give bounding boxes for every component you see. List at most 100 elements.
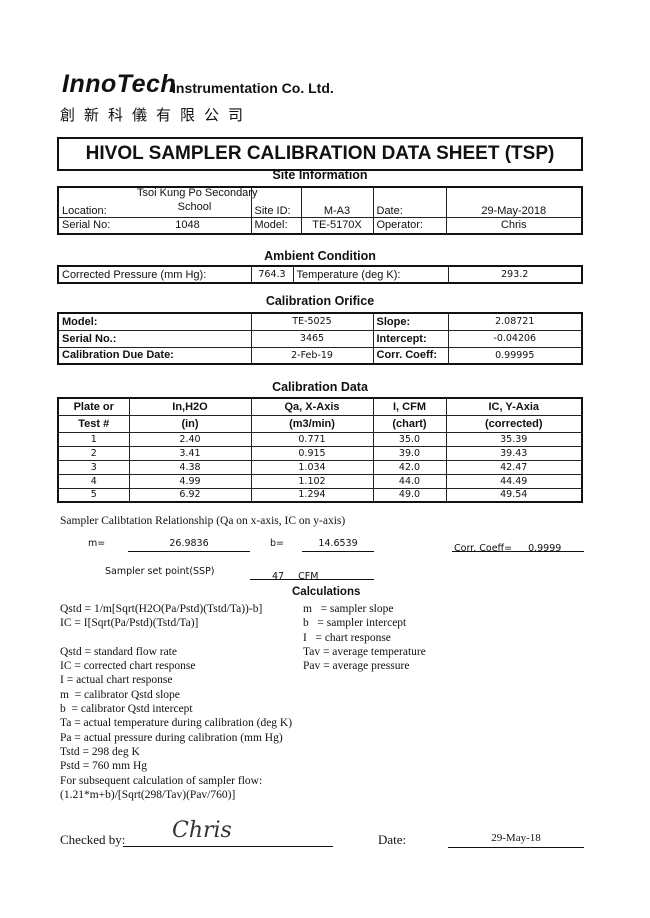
intercept-label: Intercept: (372, 329, 449, 348)
calculation-line: b = sampler intercept (303, 617, 407, 630)
calculations-left: Qstd = 1/m[Sqrt(H2O(Pa/Pstd)(Tstd/Ta))-b… (60, 602, 292, 802)
column-header: In,H2O (128, 397, 252, 416)
orifice-serial-value: 3465 (250, 329, 374, 348)
calculation-line: Ta = actual temperature during calibrati… (60, 717, 293, 730)
calculation-line (60, 631, 292, 645)
ambient-heading: Ambient Condition (264, 249, 376, 263)
orifice-heading: Calibration Orifice (265, 294, 375, 308)
calculation-line: I = chart response (303, 631, 391, 644)
table-cell: 44.49 (445, 473, 583, 489)
calculation-line: IC = corrected chart response (60, 660, 196, 673)
table-cell: 49.54 (445, 487, 583, 503)
calculation-line: IC = I[Sqrt(Pa/Pstd)(Tstd/Ta)] (60, 617, 199, 630)
table-cell: 44.0 (372, 473, 447, 489)
calculation-line: Tstd = 298 deg K (60, 745, 140, 758)
table-cell: 35.39 (445, 431, 583, 447)
serial-value: 1048 (175, 219, 200, 232)
table-cell: 39.43 (445, 445, 583, 461)
column-header: (chart) (372, 414, 447, 433)
corr-coeff-field: Corr. Coeff= 0.9999 (452, 538, 584, 554)
table-cell: 4 (57, 473, 130, 489)
table-cell: 42.47 (445, 459, 583, 475)
date-label: Date: (372, 186, 447, 218)
table-cell: 42.0 (372, 459, 447, 475)
temperature-value: 293.2 (447, 265, 583, 284)
slope-value: 2.08721 (447, 312, 583, 331)
temperature-label: Temperature (deg K): (292, 265, 449, 284)
company-name: Instrumentation Co. Ltd. (172, 80, 334, 96)
column-header: (m3/min) (250, 414, 374, 433)
serial-label: Serial No: (62, 219, 111, 232)
calculation-line: b = calibrator Qstd intercept (60, 703, 193, 716)
column-header: (in) (128, 414, 252, 433)
table-cell: 0.915 (250, 445, 374, 461)
relationship-title: Sampler Calibtation Relationship (Qa on … (60, 515, 346, 527)
table-cell: 2.40 (128, 431, 252, 447)
calculation-line: Qstd = 1/m[Sqrt(H2O(Pa/Pstd)(Tstd/Ta))-b… (60, 603, 263, 615)
column-header: (corrected) (445, 414, 583, 433)
table-cell: 2 (57, 445, 130, 461)
table-row: 1 2.40 0.771 35.0 35.39 (57, 431, 583, 447)
signature: Chris (172, 818, 232, 843)
orifice-model-value: TE-5025 (250, 312, 374, 331)
corr-coeff-label: Corr. Coeff= (454, 543, 513, 554)
column-header: Test # (57, 414, 130, 433)
calculation-line: I = actual chart response (60, 674, 173, 687)
calculation-line: Pa = actual pressure during calibration … (60, 731, 283, 744)
calculation-line: Pav = average pressure (303, 660, 410, 673)
calculation-line: (1.21*m+b)/[Sqrt(298/Tav)(Pav/760)] (60, 788, 236, 801)
site-id-value: M-A3 (300, 186, 374, 218)
column-header: Plate or (57, 397, 130, 416)
model-label: Model: (250, 216, 302, 235)
footer-date-value: 29-May-18 (448, 832, 584, 848)
table-row: 4 4.99 1.102 44.0 44.49 (57, 473, 583, 489)
calculations-heading: Calculations (292, 586, 361, 598)
table-cell: 1.102 (250, 473, 374, 489)
operator-label: Operator: (372, 216, 447, 235)
ssp-label: Sampler set point(SSP) (105, 566, 215, 577)
site-table: Location: Tsoi Kung Po Secondary School Si… (57, 186, 583, 235)
table-row: 3 4.38 1.034 42.0 42.47 (57, 459, 583, 475)
calculation-line: m = calibrator Qstd slope (60, 688, 180, 701)
calculation-line: m = sampler slope (303, 603, 394, 615)
company-name-chinese: 創新科儀有限公司 (60, 106, 253, 124)
model-value: TE-5170X (300, 216, 374, 235)
calculations-right: m = sampler slope b = sampler intercept I … (303, 602, 426, 673)
column-header: I, CFM (372, 397, 447, 416)
m-label: m= (88, 538, 106, 549)
b-label: b= (270, 538, 284, 549)
calibration-table: Plate or In,H2O Qa, X-Axis I, CFM IC, Y-Axia… (57, 397, 583, 503)
location-value: Tsoi Kung Po Secondary School (137, 186, 257, 214)
orifice-serial-label: Serial No.: (57, 329, 252, 348)
header-row: Plate or In,H2O Qa, X-Axis I, CFM IC, Y-Axia (57, 397, 583, 416)
table-cell: 39.0 (372, 445, 447, 461)
site-heading: Site Information (272, 168, 368, 182)
slope-label: Slope: (372, 312, 449, 331)
table-cell: 4.99 (128, 473, 252, 489)
table-cell: 6.92 (128, 487, 252, 503)
table-cell: 49.0 (372, 487, 447, 503)
table-row: 5 6.92 1.294 49.0 49.54 (57, 487, 583, 503)
location-line1: Tsoi Kung Po Secondary (137, 187, 258, 199)
calculation-line: Qstd = standard flow rate (60, 645, 177, 658)
ssp-field: 47 CFM (250, 566, 374, 582)
calibration-heading: Calibration Data (272, 380, 368, 394)
table-cell: 4.38 (128, 459, 252, 475)
table-cell: 0.771 (250, 431, 374, 447)
intercept-value: -0.04206 (447, 329, 583, 348)
pressure-label: Corrected Pressure (mm Hg): (57, 265, 252, 284)
table-cell: 5 (57, 487, 130, 503)
site-id-label: Site ID: (250, 186, 302, 218)
table-cell: 3.41 (128, 445, 252, 461)
ambient-table: Corrected Pressure (mm Hg): 764.3 Temper… (57, 265, 583, 284)
location-line2: School (177, 201, 212, 213)
due-date-label: Calibration Due Date: (57, 346, 252, 365)
calculation-line: Tav = average temperature (303, 645, 426, 658)
m-value: 26.9836 (128, 538, 250, 552)
footer-date-label: Date: (378, 832, 407, 847)
column-header: Qa, X-Axis (250, 397, 374, 416)
pressure-value: 764.3 (250, 265, 294, 284)
table-cell: 1.034 (250, 459, 374, 475)
ssp-unit: CFM (298, 571, 319, 582)
signature-line (123, 846, 333, 847)
